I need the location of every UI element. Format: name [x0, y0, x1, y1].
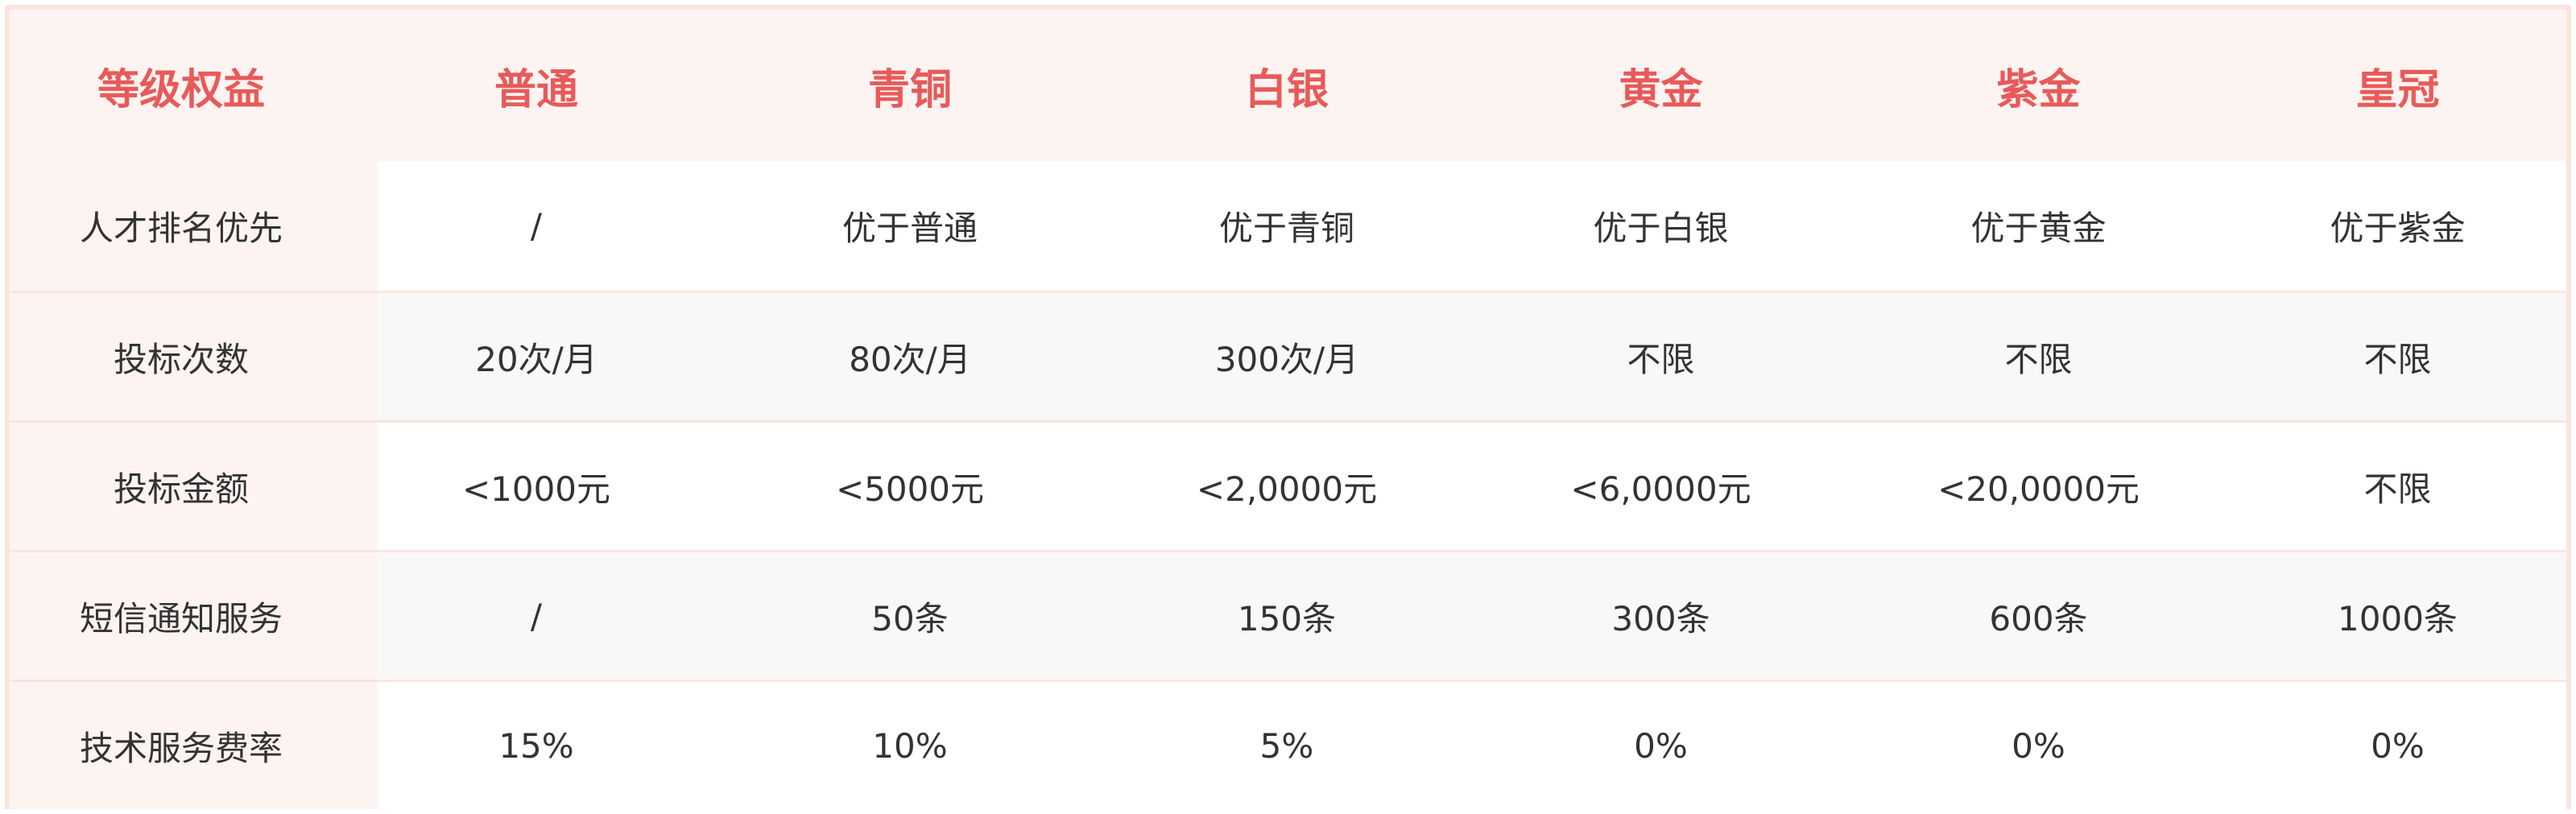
header-tier: 青铜 [867, 65, 952, 114]
table-row: 短信通知服务 / 50条 150条 300条 600条 1000条 [10, 550, 2566, 680]
table-cell: 10% [872, 725, 948, 766]
table-cell: 300次/月 [1214, 339, 1359, 379]
table-cell: 600条 [1989, 598, 2088, 638]
row-label: 投标次数 [113, 339, 249, 379]
header-tier: 紫金 [1996, 65, 2081, 114]
table-cell: 80次/月 [849, 339, 971, 379]
table-cell: 300条 [1611, 598, 1710, 638]
table-row: 投标次数 20次/月 80次/月 300次/月 不限 不限 不限 [10, 291, 2566, 420]
table-row: 技术服务费率 15% 10% 5% 0% 0% 0% [10, 680, 2566, 809]
table-cell: 1000条 [2338, 598, 2458, 638]
row-label: 投标金额 [113, 469, 249, 509]
membership-benefits-table: 等级权益 普通 青铜 白银 黄金 紫金 皇冠 人才排名优先 / 优于普通 优于青铜 优于… [5, 5, 2571, 809]
row-label: 技术服务费率 [79, 728, 283, 768]
table-cell: <20,0000元 [1937, 469, 2140, 509]
header-tier: 皇冠 [2355, 65, 2440, 114]
table-cell: 优于黄金 [1970, 209, 2107, 248]
table-cell: 不限 [2363, 339, 2432, 379]
table-cell: <5000元 [835, 469, 985, 509]
table-cell: 50条 [871, 598, 949, 638]
table-cell: 150条 [1237, 598, 1337, 638]
table-cell: <2,0000元 [1196, 469, 1378, 509]
header-tier: 普通 [494, 65, 578, 114]
header-tier: 黄金 [1619, 65, 1703, 114]
table-cell: <1000元 [461, 469, 611, 509]
table-cell: 不限 [1627, 339, 1695, 379]
table-cell: 优于普通 [841, 209, 978, 248]
table-header: 等级权益 普通 青铜 白银 黄金 紫金 皇冠 [10, 10, 2566, 161]
header-benefits: 等级权益 [97, 65, 265, 114]
table-cell: 5% [1259, 725, 1314, 766]
row-label: 短信通知服务 [79, 598, 283, 638]
table-row: 人才排名优先 / 优于普通 优于青铜 优于白银 优于黄金 优于紫金 [10, 161, 2566, 291]
table-cell: 不限 [2363, 469, 2432, 509]
table-cell: 不限 [2004, 339, 2073, 379]
table-cell: 0% [1634, 725, 1688, 766]
table-row: 投标金额 <1000元 <5000元 <2,0000元 <6,0000元 <20,0000… [10, 420, 2566, 550]
table-cell: / [530, 596, 543, 636]
table-cell: 0% [2012, 725, 2065, 766]
table-cell: <6,0000元 [1570, 469, 1751, 509]
row-label: 人才排名优先 [79, 209, 283, 248]
table-cell: 优于青铜 [1218, 209, 1354, 248]
table-cell: 0% [2371, 725, 2425, 766]
table-cell: / [530, 206, 543, 246]
table-cell: 20次/月 [475, 339, 597, 379]
table-cell: 优于紫金 [2330, 209, 2466, 248]
table-cell: 15% [498, 725, 574, 766]
table-cell: 优于白银 [1593, 209, 1729, 248]
header-tier: 白银 [1244, 65, 1329, 114]
